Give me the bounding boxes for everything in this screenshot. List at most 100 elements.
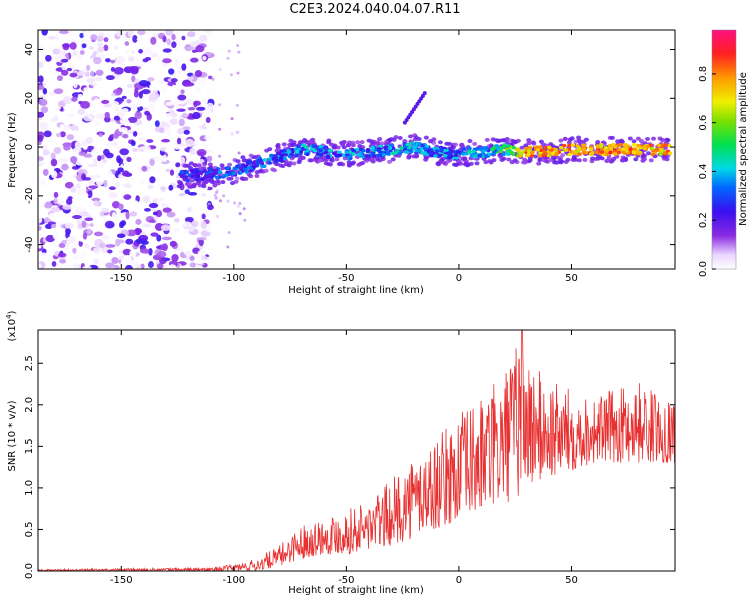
ridge-blob [663, 143, 669, 147]
noise-blob [86, 77, 96, 84]
ridge-blob [194, 169, 200, 174]
ridge-blob [325, 154, 331, 159]
ridge-halo [423, 157, 429, 162]
noise-blob [53, 115, 59, 122]
ridge-blob [494, 144, 500, 148]
ridge-blob [236, 164, 241, 168]
ridge-blob [442, 148, 448, 153]
noise-blob [169, 169, 175, 176]
noise-blob [146, 139, 154, 143]
ridge-blob [294, 153, 299, 158]
noise-blob [81, 43, 87, 49]
ridge-blob [246, 160, 251, 164]
noise-blob [50, 207, 61, 213]
ridge-blob [481, 149, 486, 153]
x-tick-label: -50 [338, 575, 354, 586]
noise-blob [121, 170, 130, 177]
noise-blob [105, 244, 116, 248]
ridge-halo [474, 161, 480, 166]
noise-blob [243, 218, 247, 222]
noise-blob [190, 41, 200, 48]
ridge-blob [410, 142, 416, 146]
noise-blob [44, 201, 53, 209]
noise-blob [165, 93, 171, 99]
noise-blob [218, 127, 222, 131]
ridge-halo [472, 141, 478, 146]
ridge-blob [616, 150, 621, 155]
noise-blob [97, 155, 102, 162]
noise-blob [169, 112, 178, 118]
ridge-halo [377, 137, 383, 142]
ridge-halo [345, 143, 351, 148]
noise-blob [82, 192, 89, 198]
noise-blob [162, 48, 172, 53]
noise-blob [136, 100, 142, 108]
noise-blob [108, 191, 118, 198]
noise-blob [188, 192, 198, 196]
ridge-blob [364, 154, 369, 158]
noise-blob [207, 204, 214, 211]
noise-blob [174, 217, 180, 223]
noise-blob [161, 87, 167, 95]
ridge-halo [235, 159, 241, 164]
ridge-blob [567, 143, 572, 148]
ridge-blob [467, 146, 472, 151]
ridge-halo [522, 160, 528, 165]
y-tick-label: 20 [24, 92, 35, 105]
ridge-blob [456, 150, 461, 154]
noise-blob [174, 227, 180, 234]
noise-blob [81, 220, 87, 228]
noise-blob [237, 50, 241, 54]
ridge-halo [582, 157, 588, 162]
noise-blob [132, 130, 138, 137]
noise-blob [105, 142, 114, 148]
ridge-blob [267, 157, 273, 161]
noise-blob [45, 234, 56, 243]
ridge-blob [604, 148, 609, 153]
noise-blob [131, 75, 136, 83]
ridge-halo [201, 184, 207, 189]
noise-blob [53, 147, 62, 154]
noise-blob [56, 220, 64, 225]
noise-blob [185, 206, 195, 214]
ridge-blob [447, 150, 453, 155]
ridge-halo [576, 158, 582, 163]
ridge-halo [435, 161, 441, 166]
ridge-blob [506, 144, 511, 148]
ridge-halo [357, 143, 363, 148]
ridge-halo [175, 163, 181, 168]
ridge-blob [416, 149, 422, 153]
noise-blob [77, 108, 86, 115]
noise-blob [169, 118, 178, 125]
ridge-blob [607, 143, 613, 148]
ridge-blob [403, 150, 409, 154]
ridge-halo [226, 176, 232, 181]
noise-blob [180, 156, 186, 164]
ridge-halo [483, 160, 489, 165]
noise-blob [76, 71, 87, 76]
noise-blob [71, 96, 78, 102]
noise-blob [186, 31, 196, 38]
noise-blob [83, 87, 91, 93]
noise-blob [111, 212, 117, 220]
ridge-blob [207, 167, 212, 172]
noise-blob [170, 47, 179, 51]
noise-blob [115, 180, 121, 188]
noise-blob [69, 42, 77, 50]
noise-blob [157, 263, 164, 269]
noise-blob [74, 196, 80, 201]
noise-blob [135, 257, 145, 263]
x-tick-label: -150 [110, 273, 133, 284]
noise-blob [182, 126, 191, 131]
ridge-blob [571, 150, 576, 155]
snr-series-line [38, 330, 675, 571]
noise-blob [161, 243, 168, 252]
snr-frame [37, 329, 676, 572]
noise-blob [144, 56, 152, 61]
noise-blob [75, 160, 85, 166]
ridge-blob [305, 152, 310, 157]
noise-blob [54, 250, 60, 257]
noise-blob [39, 252, 47, 257]
ridge-blob [519, 151, 524, 156]
ridge-blob [383, 145, 389, 150]
